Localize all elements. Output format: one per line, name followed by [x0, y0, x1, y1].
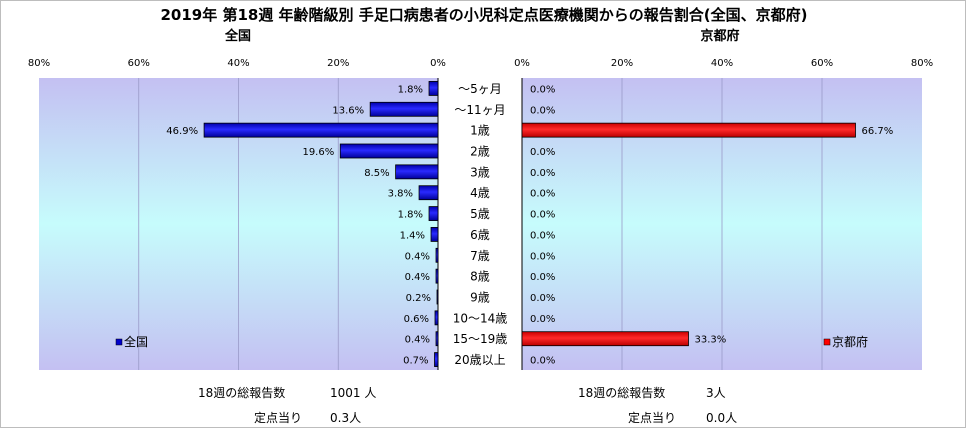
national-bar	[435, 268, 439, 284]
national-tick-label: 40%	[227, 58, 249, 69]
category-label: 7歳	[470, 249, 490, 263]
national-per-label: 定点当り	[254, 411, 303, 425]
national-legend-swatch	[115, 338, 123, 346]
national-bar	[430, 227, 439, 242]
national-value-label: 8.5%	[364, 168, 389, 179]
national-value-label: 0.6%	[404, 314, 429, 325]
kyoto-bar	[521, 122, 856, 138]
kyoto-tick-label: 40%	[711, 58, 733, 69]
chart-title: 2019年 第18週 年齢階級別 手足口病患者の小児科定点医療機関からの報告割合…	[160, 6, 808, 24]
kyoto-value-label: 0.0%	[530, 356, 555, 367]
kyoto-value-label: 0.0%	[530, 230, 555, 241]
kyoto-value-label: 0.0%	[530, 168, 555, 179]
national-bar	[434, 310, 439, 326]
category-label: 10～14歳	[453, 311, 508, 325]
kyoto-total-value: 3人	[706, 386, 726, 400]
category-label: ～5ヶ月	[458, 82, 502, 96]
kyoto-value-label: 0.0%	[530, 84, 555, 95]
national-value-label: 0.7%	[403, 356, 428, 367]
national-bar	[434, 352, 439, 367]
kyoto-panel-title: 京都府	[700, 29, 740, 44]
kyoto-tick-label: 20%	[611, 58, 633, 69]
kyoto-value-label: 0.0%	[530, 314, 555, 325]
category-label: 4歳	[470, 186, 490, 200]
national-per-value: 0.3人	[330, 411, 362, 425]
kyoto-value-label: 0.0%	[530, 272, 555, 283]
category-label: 1歳	[470, 124, 490, 138]
national-value-label: 1.8%	[398, 84, 423, 95]
national-value-label: 19.6%	[302, 147, 334, 158]
category-label: 6歳	[470, 228, 490, 242]
national-tick-label: 60%	[128, 58, 150, 69]
national-value-label: 1.4%	[400, 230, 425, 241]
kyoto-value-label: 66.7%	[862, 126, 894, 137]
category-label: 5歳	[470, 207, 490, 221]
kyoto-value-label: 0.0%	[530, 105, 555, 116]
national-bar	[435, 331, 439, 347]
national-bar	[369, 101, 439, 117]
kyoto-total-label: 18週の総報告数	[578, 386, 666, 400]
national-value-label: 3.8%	[388, 189, 413, 200]
kyoto-legend-label: 京都府	[832, 334, 868, 349]
national-value-label: 46.9%	[166, 126, 198, 137]
kyoto-legend-swatch	[823, 338, 831, 346]
national-value-label: 0.4%	[405, 272, 430, 283]
kyoto-value-label: 0.0%	[530, 189, 555, 200]
category-label: 2歳	[470, 145, 490, 159]
national-bar	[203, 122, 439, 138]
kyoto-per-label: 定点当り	[628, 411, 677, 425]
national-bar	[339, 143, 439, 159]
national-value-label: 0.4%	[405, 251, 430, 262]
kyoto-tick-label: 60%	[811, 58, 833, 69]
category-label: 8歳	[470, 270, 490, 284]
kyoto-value-label: 0.0%	[530, 210, 555, 221]
national-value-label: 0.4%	[405, 335, 430, 346]
kyoto-tick-label: 0%	[514, 58, 530, 69]
national-tick-label: 20%	[327, 58, 349, 69]
category-label: 3歳	[470, 165, 490, 179]
category-label: 15～19歳	[453, 332, 508, 346]
kyoto-value-label: 33.3%	[695, 335, 727, 346]
national-value-label: 1.8%	[398, 210, 423, 221]
kyoto-value-label: 0.0%	[530, 251, 555, 262]
national-value-label: 0.2%	[406, 293, 431, 304]
kyoto-bar	[521, 331, 689, 347]
national-tick-label: 80%	[28, 58, 50, 69]
national-legend-label: 全国	[124, 334, 148, 349]
category-label: 20歳以上	[454, 353, 505, 367]
national-total-label: 18週の総報告数	[198, 386, 286, 400]
national-bar	[428, 81, 439, 96]
national-bar	[428, 206, 439, 221]
kyoto-tick-label: 80%	[911, 58, 933, 69]
category-label: ～11ヶ月	[454, 103, 505, 117]
national-bar	[436, 289, 439, 305]
national-total-value: 1001 人	[330, 386, 377, 400]
category-label: 9歳	[470, 291, 490, 305]
national-panel-title: 全国	[224, 29, 251, 44]
national-tick-label: 0%	[430, 58, 446, 69]
kyoto-value-label: 0.0%	[530, 293, 555, 304]
kyoto-per-value: 0.0人	[706, 411, 738, 425]
national-bar	[418, 185, 439, 201]
national-bar	[435, 247, 439, 263]
kyoto-value-label: 0.0%	[530, 147, 555, 158]
national-bar	[395, 164, 439, 180]
national-value-label: 13.6%	[332, 105, 364, 116]
